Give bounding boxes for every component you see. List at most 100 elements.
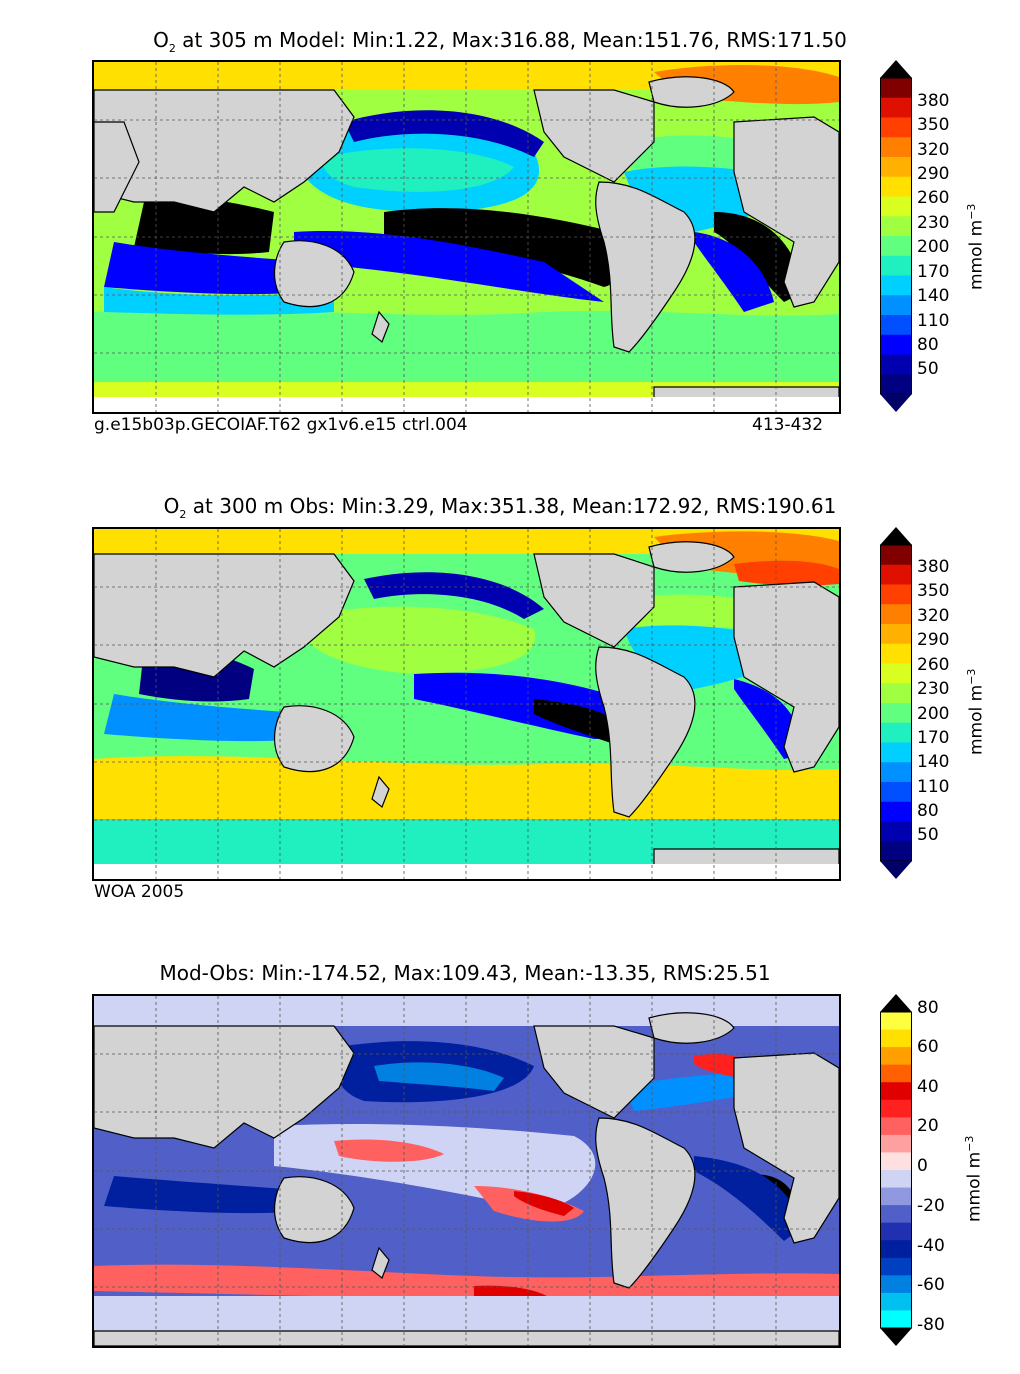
diff-colorbar [880, 994, 912, 1346]
colorbar-segment [880, 545, 912, 566]
colorbar-segment [880, 683, 912, 704]
colorbar-segment [880, 216, 912, 237]
colorbar-tick: 80 [917, 335, 939, 355]
colorbar-segment [880, 1029, 912, 1048]
colorbar-segment [880, 762, 912, 783]
model-caption-right: 413-432 [752, 415, 824, 435]
colorbar-tick: 230 [917, 679, 950, 699]
diff-units-label: mmol m−3 [963, 1135, 985, 1222]
colorbar-tick: 290 [917, 164, 950, 184]
colorbar-segment [880, 801, 912, 822]
obs-colorbar [880, 527, 912, 879]
colorbar-segment [880, 315, 912, 336]
diff-title: Mod-Obs: Min:-174.52, Max:109.43, Mean:-… [159, 961, 771, 985]
model-colorbar-svg [880, 60, 912, 412]
colorbar-segment [880, 1099, 912, 1118]
colorbar-tick: 50 [917, 359, 939, 379]
colorbar-tick: -20 [917, 1196, 945, 1216]
colorbar-segment [880, 1152, 912, 1171]
colorbar-segment [880, 78, 912, 99]
obs-panel: O2 at 300 m Obs: Min:3.29, Max:351.38, M… [92, 494, 987, 902]
colorbar-tick: 350 [917, 115, 950, 135]
colorbar-tick: 200 [917, 704, 950, 724]
colorbar-segment [880, 1047, 912, 1066]
colorbar-segment [880, 722, 912, 743]
colorbar-tick: 380 [917, 557, 950, 577]
diff-map [92, 994, 841, 1348]
colorbar-tick: -60 [917, 1275, 945, 1295]
colorbar-tick: 110 [917, 311, 950, 331]
model-caption-left: g.e15b03p.GECOIAF.T62 gx1v6.e15 ctrl.004 [94, 415, 468, 435]
colorbar-tick: 0 [917, 1156, 928, 1176]
colorbar-tick: 200 [917, 237, 950, 257]
colorbar-tick: 320 [917, 606, 950, 626]
colorbar-tick: 40 [917, 1077, 939, 1097]
colorbar-segment [880, 703, 912, 724]
colorbar-segment [880, 643, 912, 664]
colorbar-segment [880, 176, 912, 197]
colorbar-segment [880, 137, 912, 158]
obs-map [92, 527, 841, 881]
colorbar-tick: -40 [917, 1236, 945, 1256]
colorbar-tick: 20 [917, 1116, 939, 1136]
colorbar-tick: 350 [917, 581, 950, 601]
colorbar-segment [880, 334, 912, 355]
colorbar-tick: 320 [917, 140, 950, 160]
diff-map-svg [94, 996, 839, 1346]
colorbar-segment [880, 1117, 912, 1136]
obs-title: O2 at 300 m Obs: Min:3.29, Max:351.38, M… [163, 494, 837, 521]
colorbar-segment [880, 604, 912, 625]
colorbar-tick: 170 [917, 262, 950, 282]
model-colorbar [880, 60, 912, 412]
obs-map-svg [94, 529, 839, 879]
colorbar-tick: 60 [917, 1037, 939, 1057]
colorbar-segment [880, 1082, 912, 1101]
colorbar-segment [880, 1222, 912, 1241]
diff-colorbar-svg [880, 994, 912, 1346]
colorbar-segment [880, 821, 912, 842]
colorbar-segment [880, 1170, 912, 1189]
colorbar-segment [880, 157, 912, 178]
colorbar-segment [880, 117, 912, 138]
colorbar-segment [880, 564, 912, 585]
colorbar-segment [880, 742, 912, 763]
colorbar-segment [880, 196, 912, 217]
colorbar-segment [880, 1257, 912, 1276]
colorbar-tick: 290 [917, 630, 950, 650]
colorbar-segment [880, 236, 912, 257]
colorbar-tick: 140 [917, 286, 950, 306]
colorbar-segment [880, 584, 912, 605]
colorbar-tick: 80 [917, 998, 939, 1018]
model-title: O2 at 305 m Model: Min:1.22, Max:316.88,… [153, 28, 847, 55]
colorbar-tick: 170 [917, 728, 950, 748]
colorbar-segment [880, 1187, 912, 1206]
model-map-svg [94, 62, 839, 412]
colorbar-segment [880, 624, 912, 645]
colorbar-segment [880, 374, 912, 395]
colorbar-segment [880, 97, 912, 118]
model-panel: O2 at 305 m Model: Min:1.22, Max:316.88,… [0, 0, 1020, 450]
obs-caption-left: WOA 2005 [94, 882, 185, 902]
colorbar-segment [880, 1205, 912, 1224]
colorbar-segment [880, 1275, 912, 1294]
colorbar-tick: 380 [917, 91, 950, 111]
obs-colorbar-svg [880, 527, 912, 879]
colorbar-segment [880, 1240, 912, 1259]
colorbar-tick: 260 [917, 655, 950, 675]
colorbar-tick: 80 [917, 801, 939, 821]
colorbar-segment [880, 354, 912, 375]
colorbar-segment [880, 1012, 912, 1031]
model-map [92, 60, 841, 414]
colorbar-tick: 140 [917, 752, 950, 772]
colorbar-segment [880, 295, 912, 316]
colorbar-segment [880, 255, 912, 276]
colorbar-segment [880, 663, 912, 684]
colorbar-tick: -80 [917, 1315, 945, 1335]
colorbar-segment [880, 1310, 912, 1329]
colorbar-segment [880, 1292, 912, 1311]
colorbar-tick: 230 [917, 213, 950, 233]
colorbar-tick: 110 [917, 777, 950, 797]
colorbar-tick: 260 [917, 188, 950, 208]
colorbar-segment [880, 782, 912, 803]
